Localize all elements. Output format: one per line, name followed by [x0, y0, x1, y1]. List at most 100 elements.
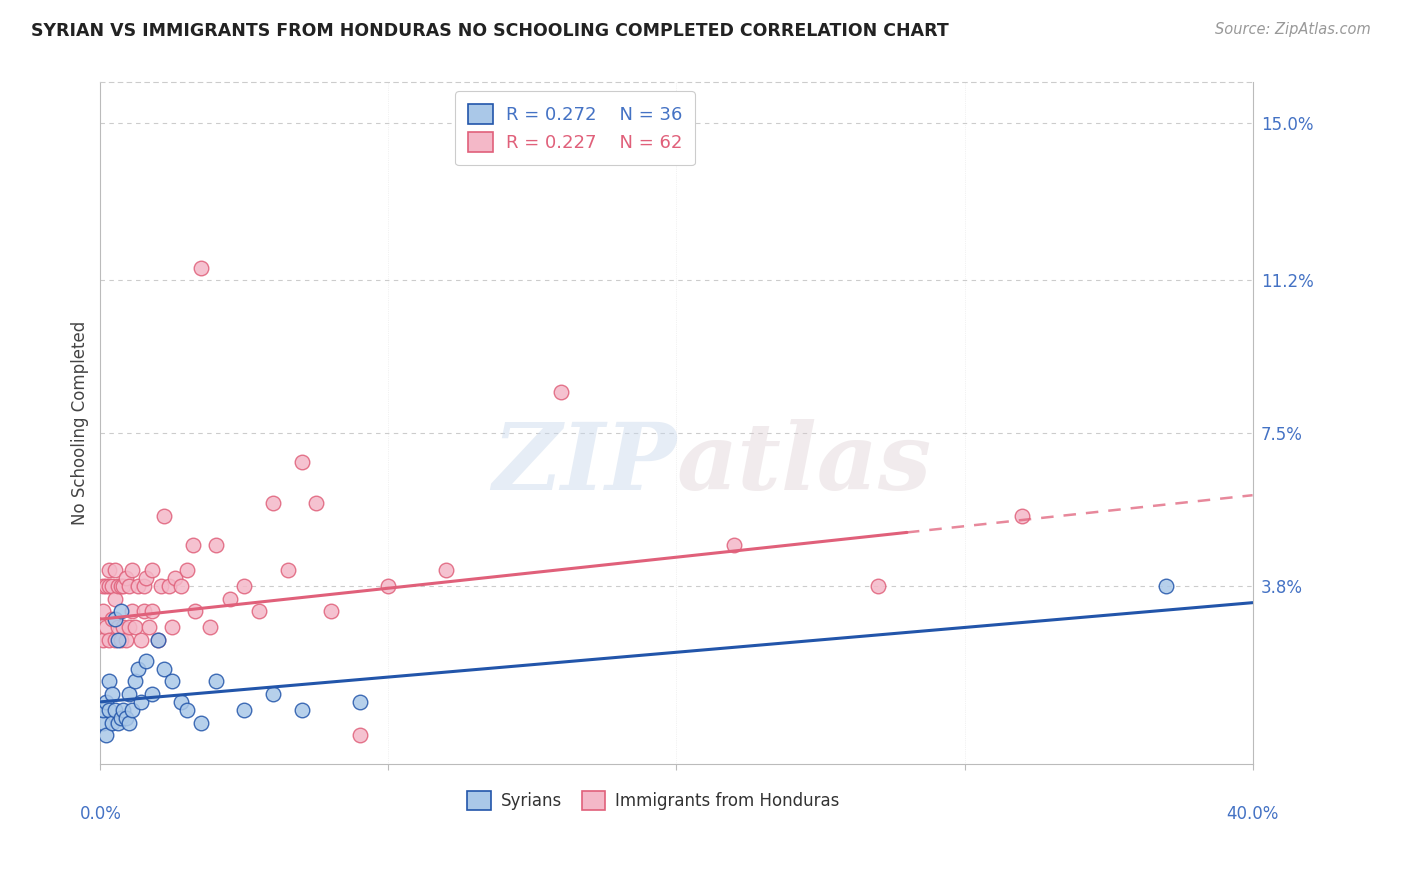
Point — [129, 695, 152, 709]
Point — [121, 703, 143, 717]
Point — [118, 579, 141, 593]
Point — [91, 632, 114, 647]
Point — [184, 604, 207, 618]
Point — [110, 632, 132, 647]
Point — [176, 563, 198, 577]
Point — [115, 711, 138, 725]
Point — [124, 620, 146, 634]
Point — [91, 604, 114, 618]
Point — [101, 687, 124, 701]
Point — [121, 604, 143, 618]
Point — [91, 715, 114, 730]
Point — [176, 703, 198, 717]
Point — [101, 715, 124, 730]
Point — [152, 508, 174, 523]
Point — [319, 604, 342, 618]
Point — [305, 496, 328, 510]
Point — [104, 612, 127, 626]
Point — [291, 703, 314, 717]
Point — [98, 632, 121, 647]
Point — [233, 703, 256, 717]
Point — [190, 260, 212, 275]
Point — [112, 703, 135, 717]
Point — [118, 715, 141, 730]
Text: Source: ZipAtlas.com: Source: ZipAtlas.com — [1215, 22, 1371, 37]
Point — [349, 695, 371, 709]
Point — [98, 703, 121, 717]
Point — [434, 563, 457, 577]
Point — [104, 632, 127, 647]
Point — [118, 687, 141, 701]
Point — [118, 620, 141, 634]
Point — [121, 563, 143, 577]
Point — [146, 632, 169, 647]
Text: 0.0%: 0.0% — [79, 805, 121, 823]
Point — [377, 579, 399, 593]
Point — [146, 632, 169, 647]
Point — [135, 571, 157, 585]
Point — [149, 579, 172, 593]
Point — [170, 579, 193, 593]
Point — [98, 579, 121, 593]
Point — [141, 563, 163, 577]
Point — [141, 687, 163, 701]
Text: atlas: atlas — [676, 418, 932, 508]
Point — [107, 620, 129, 634]
Point — [115, 571, 138, 585]
Point — [219, 591, 242, 606]
Point — [104, 591, 127, 606]
Point — [129, 632, 152, 647]
Point — [104, 703, 127, 717]
Point — [115, 632, 138, 647]
Point — [127, 579, 149, 593]
Point — [132, 579, 155, 593]
Text: ZIP: ZIP — [492, 418, 676, 508]
Point — [233, 579, 256, 593]
Point — [1011, 508, 1033, 523]
Text: 40.0%: 40.0% — [1226, 805, 1279, 823]
Point — [204, 538, 226, 552]
Point — [159, 579, 181, 593]
Point — [165, 571, 187, 585]
Point — [107, 579, 129, 593]
Point — [112, 579, 135, 593]
Point — [152, 662, 174, 676]
Point — [349, 728, 371, 742]
Point — [94, 728, 117, 742]
Legend: Syrians, Immigrants from Honduras: Syrians, Immigrants from Honduras — [461, 784, 846, 817]
Point — [162, 620, 184, 634]
Point — [101, 579, 124, 593]
Point — [127, 662, 149, 676]
Point — [110, 579, 132, 593]
Point — [138, 620, 160, 634]
Point — [107, 715, 129, 730]
Y-axis label: No Schooling Completed: No Schooling Completed — [72, 321, 89, 525]
Point — [1154, 579, 1177, 593]
Point — [91, 703, 114, 717]
Point — [141, 604, 163, 618]
Point — [94, 579, 117, 593]
Point — [262, 687, 284, 701]
Point — [101, 612, 124, 626]
Point — [170, 695, 193, 709]
Point — [98, 674, 121, 689]
Point — [91, 579, 114, 593]
Point — [110, 711, 132, 725]
Point — [104, 563, 127, 577]
Point — [135, 654, 157, 668]
Text: SYRIAN VS IMMIGRANTS FROM HONDURAS NO SCHOOLING COMPLETED CORRELATION CHART: SYRIAN VS IMMIGRANTS FROM HONDURAS NO SC… — [31, 22, 949, 40]
Point — [247, 604, 270, 618]
Point — [198, 620, 221, 634]
Point — [132, 604, 155, 618]
Point — [112, 620, 135, 634]
Point — [124, 674, 146, 689]
Point — [107, 632, 129, 647]
Point — [94, 695, 117, 709]
Point — [98, 563, 121, 577]
Point — [868, 579, 890, 593]
Point — [94, 620, 117, 634]
Point — [262, 496, 284, 510]
Point — [204, 674, 226, 689]
Point — [190, 715, 212, 730]
Point — [723, 538, 745, 552]
